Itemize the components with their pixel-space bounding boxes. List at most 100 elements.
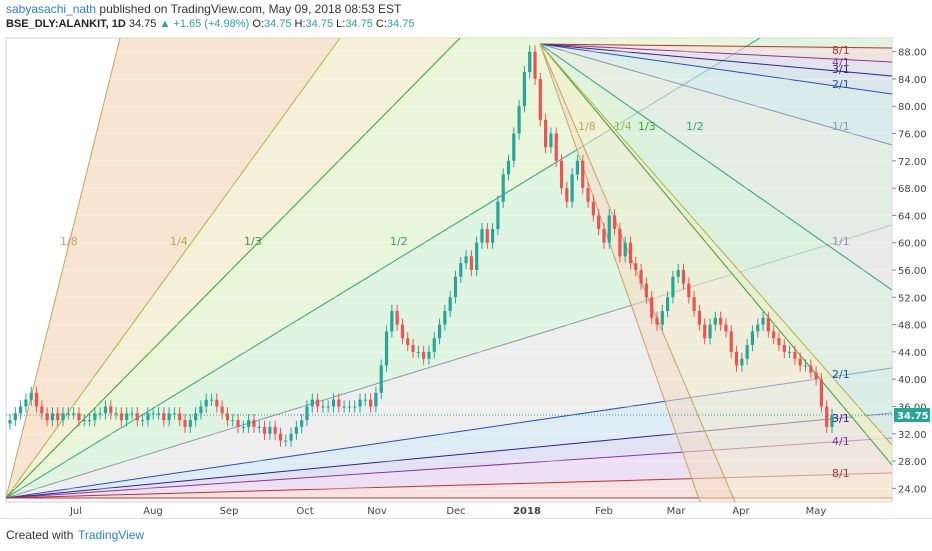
candle-body — [172, 413, 176, 415]
candle-body — [544, 119, 548, 148]
candle-body — [803, 365, 808, 367]
candle-body — [252, 420, 256, 427]
candle-body — [209, 399, 214, 401]
candle-body — [220, 406, 224, 414]
fan-label: 1/1 — [832, 235, 850, 248]
candle-body — [98, 413, 102, 415]
y-tick-label: 40.00 — [898, 375, 927, 386]
candle-body — [787, 351, 792, 353]
candle-body — [506, 160, 511, 175]
fan-label: 8/1 — [832, 44, 850, 57]
candle-body — [125, 413, 129, 421]
publish-info: sabyasachi_nath published on TradingView… — [6, 2, 401, 16]
x-tick-label: May — [806, 506, 827, 517]
x-tick-label: Feb — [595, 506, 613, 517]
fan-label: 1/2 — [686, 120, 704, 133]
candle-body — [34, 392, 39, 407]
candle-body — [390, 310, 394, 332]
author-link[interactable]: sabyasachi_nath — [6, 2, 97, 16]
candle-body — [512, 133, 516, 161]
x-tick-label: Sep — [220, 506, 239, 517]
candle-body — [194, 413, 198, 421]
fan2-line — [539, 43, 892, 77]
fan2-band — [540, 44, 892, 502]
candle-body — [289, 433, 293, 441]
candle-body — [241, 426, 245, 428]
candle-body — [231, 420, 235, 422]
candle-body — [72, 413, 76, 415]
footer: Created with TradingView — [0, 518, 932, 551]
x-tick-label: Nov — [367, 506, 387, 517]
price-chart[interactable]: 1/8 1/4 1/3 1/2 1/12/13/14/18/11/8 1/4 1/3 1/2 1… — [0, 0, 932, 518]
candle-body — [188, 420, 192, 427]
fan-label: 1/3 — [638, 120, 656, 133]
candle-body — [379, 365, 383, 393]
high-label: H: — [294, 18, 306, 30]
candle-body — [565, 188, 569, 202]
candle-body — [93, 413, 97, 421]
candle-body — [650, 297, 654, 318]
candle-body — [284, 440, 288, 442]
tradingview-brand-link[interactable]: TradingView — [78, 528, 145, 542]
fan2-line — [539, 43, 892, 63]
created-with-text: Created with — [6, 528, 74, 542]
candle-body — [13, 413, 17, 421]
candle-body — [533, 51, 537, 79]
candle-body — [61, 413, 65, 421]
candle-body — [666, 297, 670, 311]
candle-body — [215, 399, 219, 407]
fan2-line — [539, 43, 892, 446]
candle-body — [19, 406, 23, 414]
fan-label: 3/1 — [832, 63, 850, 76]
candle-body — [140, 420, 145, 422]
candle-body — [358, 399, 362, 407]
candle-body — [597, 215, 601, 230]
candle-body — [772, 331, 776, 339]
candle-body — [464, 256, 468, 264]
candle-body — [734, 351, 739, 366]
candle-body — [183, 420, 187, 427]
fan2-line — [539, 43, 892, 291]
y-tick-label: 24.00 — [898, 484, 927, 495]
candle-body — [581, 160, 585, 189]
candle-body — [278, 433, 283, 441]
fan2-line — [539, 43, 892, 95]
candle-body — [443, 310, 447, 325]
candle-body — [830, 415, 834, 427]
candle-body — [612, 215, 617, 230]
candle-body — [342, 406, 346, 408]
fan-label: 1/2 — [390, 235, 408, 248]
fan-label: 8/1 — [832, 467, 850, 480]
candle-body — [347, 406, 352, 408]
candle-body — [554, 133, 558, 161]
candle-body — [671, 276, 675, 298]
candle-body — [485, 229, 489, 243]
x-tick-label: Mar — [667, 506, 687, 517]
candle-body — [363, 399, 367, 401]
candle-body — [713, 317, 717, 325]
fan-label: 2/1 — [832, 368, 850, 381]
candle-body — [496, 201, 500, 230]
candle-body — [809, 365, 813, 373]
candle-body — [236, 420, 240, 427]
candle-body — [825, 406, 829, 427]
candle-body — [268, 426, 272, 434]
fan1-line — [6, 38, 121, 499]
fan-label: 1/8 — [60, 235, 78, 248]
candle-body — [24, 399, 28, 407]
candle-body — [395, 310, 399, 325]
x-tick-label: 2018 — [513, 506, 541, 517]
open-label: O: — [252, 18, 264, 30]
current-price-label: 34.75 — [897, 411, 929, 422]
candle-body — [353, 406, 357, 408]
candle-body — [331, 399, 336, 407]
candle-body — [703, 324, 707, 339]
fan-label: 3/1 — [832, 412, 850, 425]
candle-body — [103, 406, 108, 414]
candle-body — [156, 413, 161, 415]
candle-body — [162, 413, 166, 421]
candle-body — [729, 331, 733, 352]
candle-body — [178, 413, 182, 421]
candle-body — [681, 270, 686, 284]
x-tick-label: Dec — [446, 506, 465, 517]
